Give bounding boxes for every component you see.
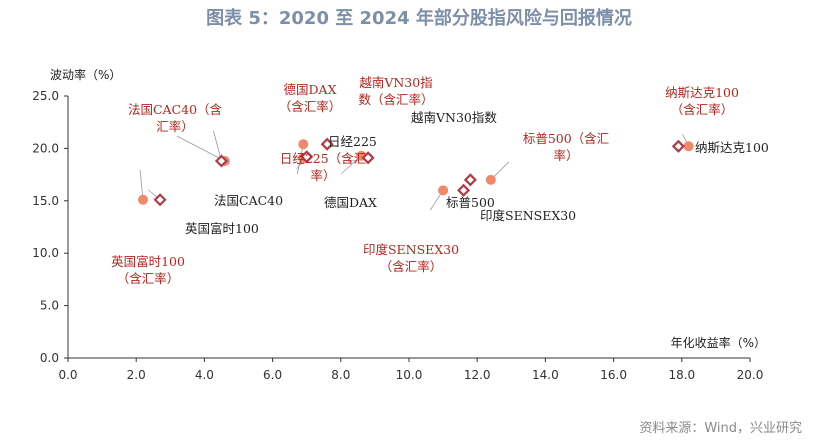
point-local — [361, 151, 375, 165]
point-label-fx: 日经225（含汇率） — [280, 151, 366, 183]
x-tick-label: 2.0 — [127, 368, 146, 382]
point-label-line: （含汇率） — [117, 271, 180, 286]
point-labels: 纳斯达克100 （含汇率）纳斯达克100标普500（含汇率）标普500印度SENS… — [111, 75, 769, 286]
leader-line — [176, 135, 226, 162]
point-label-line: 越南VN30指 — [359, 75, 432, 90]
point-fx — [485, 174, 496, 185]
point-label-line: 法国CAC40（含 — [128, 102, 223, 117]
point-label-line: 英国富时100 — [111, 254, 185, 269]
x-tick-label: 6.0 — [263, 368, 282, 382]
point-local — [463, 173, 477, 187]
point-label-line: 德国DAX — [284, 82, 337, 97]
point-label-local: 印度SENSEX30 — [480, 208, 576, 223]
x-tick-label: 4.0 — [195, 368, 214, 382]
point-fx — [438, 185, 449, 196]
y-tick-label: 25.0 — [32, 89, 59, 103]
x-tick-label: 12.0 — [464, 368, 491, 382]
point-label-line: 纳斯达克100 — [665, 85, 739, 100]
point-local — [457, 183, 471, 197]
point-label-fx: 法国CAC40（含汇率） — [128, 102, 223, 134]
point-local — [153, 193, 167, 207]
point-label-line: 标普500 — [446, 195, 495, 210]
x-tick-label: 14.0 — [532, 368, 559, 382]
point-local — [320, 137, 334, 151]
leader-line — [139, 169, 144, 200]
point-fx — [138, 194, 149, 205]
point-label-line: 印度SENSEX30 — [480, 208, 576, 223]
point-label-local: 英国富时100 — [185, 221, 259, 236]
point-label-line: （含汇率） — [671, 102, 734, 117]
axes: 0.0 2.0 4.0 6.0 8.0 10.0 12.0 14.0 16.0 18.0 20.0 0… — [32, 67, 766, 382]
point-label-local: 越南VN30指数 — [411, 110, 497, 125]
point-label-local: 标普500 — [446, 195, 495, 210]
point-label-line: 率） — [553, 148, 578, 163]
y-tick-label: 15.0 — [32, 194, 59, 208]
point-local — [214, 154, 229, 168]
point-label-line: 英国富时100 — [185, 221, 259, 236]
y-tick-label: 0.0 — [40, 351, 59, 365]
y-axis-title: 波动率（%） — [50, 67, 121, 82]
point-label-line: 日经225 — [328, 134, 377, 149]
point-label-line: 越南VN30指数 — [411, 110, 497, 125]
point-label-line: 标普500（含汇 — [523, 131, 609, 146]
point-label-fx: 纳斯达克100 （含汇率） — [665, 85, 739, 117]
point-label-line: 印度SENSEX30 — [363, 242, 459, 257]
point-label-line: （含汇率） — [279, 99, 342, 114]
point-label-fx: 印度SENSEX30 （含汇率） — [363, 242, 459, 274]
x-tick-label: 18.0 — [668, 368, 695, 382]
x-tick-label: 8.0 — [331, 368, 350, 382]
point-label-local: 法国CAC40 — [214, 193, 283, 208]
point-label-line: （含汇率） — [380, 259, 443, 274]
point-fx — [683, 141, 694, 152]
chart-title: 图表 5：2020 至 2024 年部分股指风险与回报情况 — [206, 8, 632, 29]
data-points — [138, 137, 694, 207]
point-label-fx: 英国富时100 （含汇率） — [111, 254, 185, 286]
y-tick-label: 10.0 — [32, 246, 59, 260]
point-label-fx: 标普500（含汇率） — [523, 131, 609, 163]
point-label-fx: 德国DAX （含汇率） — [279, 82, 342, 114]
point-label-line: 率） — [310, 168, 335, 183]
point-label-line: 法国CAC40 — [214, 193, 283, 208]
point-fx — [298, 139, 309, 150]
x-tick-label: 0.0 — [58, 368, 77, 382]
x-tick-label: 10.0 — [396, 368, 423, 382]
point-label-fx: 越南VN30指数（含汇率） — [358, 75, 433, 107]
point-local — [300, 150, 314, 164]
point-label-line: 德国DAX — [324, 195, 377, 210]
point-label-line: 日经225（含汇 — [280, 151, 366, 166]
point-label-local: 日经225 — [328, 134, 377, 149]
point-label-line: 纳斯达克100 — [695, 140, 769, 155]
point-label-line: 汇率） — [156, 119, 194, 134]
y-tick-label: 5.0 — [40, 299, 59, 313]
point-local — [671, 139, 685, 153]
point-label-local: 纳斯达克100 — [695, 140, 769, 155]
x-axis-title: 年化收益率（%） — [671, 335, 766, 350]
point-label-line: 数（含汇率） — [358, 92, 433, 107]
point-label-local: 德国DAX — [324, 195, 377, 210]
x-tick-label: 16.0 — [600, 368, 627, 382]
source-note: 资料来源：Wind，兴业研究 — [639, 421, 802, 436]
x-tick-label: 20.0 — [737, 368, 764, 382]
y-tick-label: 20.0 — [32, 141, 59, 155]
